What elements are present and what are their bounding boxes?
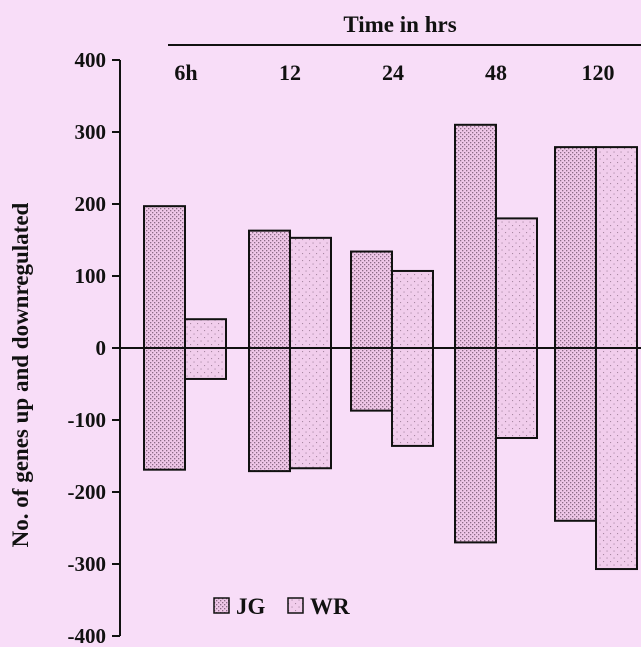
y-tick-label: 200 bbox=[75, 192, 107, 216]
y-tick-label: -100 bbox=[68, 408, 107, 432]
bar-wr-up-24 bbox=[391, 269, 434, 349]
y-axis-label: No. of genes up and downregulated bbox=[8, 202, 33, 547]
legend-swatch-wr bbox=[287, 597, 304, 614]
bar-jg-down-48 bbox=[454, 347, 497, 544]
category-labels: 6h 12 24 48 120 bbox=[174, 60, 614, 85]
bar-jg-down-24 bbox=[350, 347, 393, 412]
bar-jg-down-6h bbox=[143, 347, 186, 471]
bar-wr-down-48 bbox=[495, 347, 538, 439]
bar-wr-up-120 bbox=[595, 146, 638, 349]
bar-wr-down-24 bbox=[391, 347, 434, 447]
bars bbox=[143, 123, 638, 571]
category-label: 24 bbox=[382, 60, 404, 85]
y-tick-label: -200 bbox=[68, 480, 107, 504]
y-tick-label: 0 bbox=[96, 336, 107, 360]
y-tick-label: -400 bbox=[68, 624, 107, 647]
x-axis-title: Time in hrs bbox=[343, 12, 456, 37]
bar-jg-down-12 bbox=[248, 347, 291, 473]
bar-wr-down-6h bbox=[184, 347, 227, 380]
legend: JG WR bbox=[213, 594, 350, 619]
bar-jg-up-24 bbox=[350, 250, 393, 350]
bar-jg-down-120 bbox=[554, 347, 597, 522]
y-tick-label: -300 bbox=[68, 552, 107, 576]
bar-wr-up-12 bbox=[289, 236, 332, 349]
category-label: 48 bbox=[485, 60, 507, 85]
y-axis: 400 300 200 100 0 -100 -200 -300 -400 bbox=[68, 48, 121, 647]
category-label: 6h bbox=[174, 60, 197, 85]
bar-wr-down-12 bbox=[289, 347, 332, 470]
legend-label-jg: JG bbox=[236, 594, 266, 619]
bar-wr-up-48 bbox=[495, 217, 538, 349]
y-tick-label: 100 bbox=[75, 264, 107, 288]
y-tick-label: 400 bbox=[75, 48, 107, 72]
category-label: 120 bbox=[582, 60, 615, 85]
bar-jg-up-120 bbox=[554, 146, 597, 349]
bar-wr-up-6h bbox=[184, 318, 227, 350]
legend-label-wr: WR bbox=[310, 594, 350, 619]
legend-swatch-jg bbox=[213, 597, 230, 614]
bar-wr-down-120 bbox=[595, 347, 638, 571]
y-tick-label: 300 bbox=[75, 120, 107, 144]
category-label: 12 bbox=[279, 60, 301, 85]
bar-jg-up-12 bbox=[248, 229, 291, 349]
bar-jg-up-48 bbox=[454, 123, 497, 349]
bar-jg-up-6h bbox=[143, 205, 186, 349]
